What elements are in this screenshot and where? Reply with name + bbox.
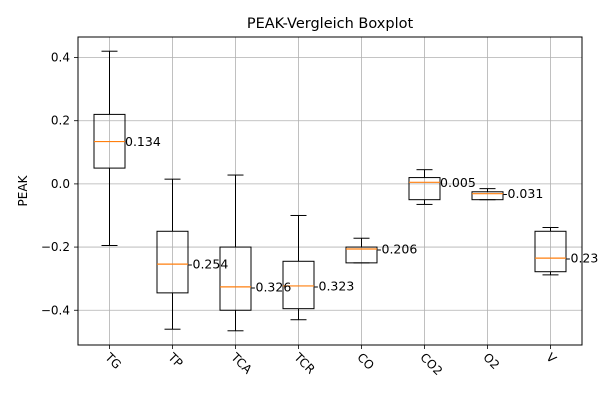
median-label-co: -0.206: [377, 241, 417, 256]
y-tick-label: 0.0: [51, 177, 70, 191]
box-body: [345, 246, 378, 264]
y-tick-label: 0.4: [51, 51, 70, 65]
plot-frame: [77, 36, 583, 346]
median-label-tcr: -0.323: [314, 278, 354, 293]
box-v: [534, 226, 567, 276]
box-body: [282, 260, 315, 310]
median-label-v: -0.23: [566, 251, 598, 266]
box-o2: [471, 188, 504, 201]
median-label-co2: 0.005: [440, 175, 476, 190]
box-body: [219, 246, 252, 311]
box-tca: [219, 174, 252, 332]
box-body: [408, 177, 441, 201]
box-tg: [93, 50, 126, 246]
chart-title: PEAK-Vergleich Boxplot: [247, 16, 414, 32]
median-label-o2: -0.031: [503, 186, 543, 201]
box-body: [156, 230, 189, 294]
grid-lines: [78, 37, 582, 345]
box-co: [345, 237, 378, 264]
median-label-tg: 0.134: [125, 134, 161, 149]
box-tcr: [282, 214, 315, 321]
y-tick-label: 0.2: [51, 114, 70, 128]
boxes: [93, 50, 567, 332]
median-label-tp: -0.254: [188, 257, 228, 272]
box-co2: [408, 169, 441, 205]
box-body: [471, 191, 504, 201]
y-axis-label: PEAK: [16, 174, 30, 206]
box-tp: [156, 178, 189, 330]
data-labels: 0.134 -0.254 -0.326 -0.323 -0.206 0.005 -0.031…: [125, 134, 598, 294]
y-tick-label: −0.4: [41, 303, 70, 317]
box-body: [534, 230, 567, 273]
y-tick-label: −0.2: [41, 240, 70, 254]
median-label-tca: -0.326: [251, 279, 291, 294]
